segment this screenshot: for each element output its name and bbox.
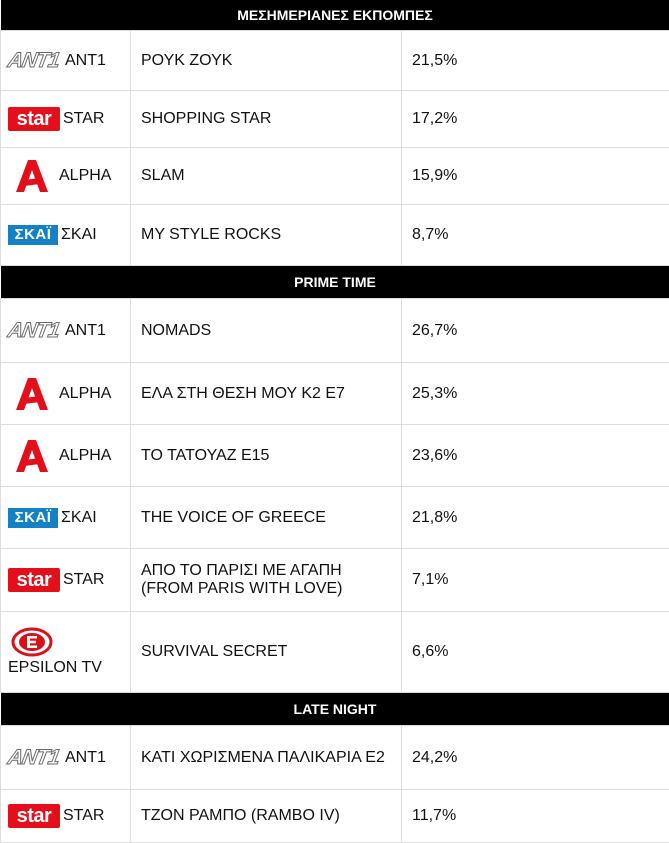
share-value: 21,8% [402,487,669,549]
channel-cell: ALPHA [1,425,131,487]
channel-cell: ALPHA [1,363,131,425]
channel-name: ALPHA [59,447,111,465]
program-name: ΡΟΥΚ ΖΟΥΚ [131,31,402,91]
channel-name: STAR [63,807,104,825]
channel-name: ALPHA [59,167,111,185]
channel-name: STAR [63,110,104,128]
program-name: NOMADS [131,299,402,363]
section-header: LATE NIGHT [1,693,669,726]
program-name: SLAM [131,148,402,205]
channel-name: ΣΚΑΙ [61,226,97,244]
channel-name: ΣΚΑΙ [61,509,97,527]
share-value: 26,7% [402,299,669,363]
section-title: PRIME TIME [1,266,669,299]
program-name: ΤΟ ΤΑΤΟΥΑΖ Ε15 [131,425,402,487]
channel-name: ALPHA [59,385,111,403]
star-logo: star [8,804,60,828]
section-title: ΜΕΣΗΜΕΡΙΑΝΕΣ ΕΚΠΟΜΠΕΣ [1,0,669,31]
star-logo: star [8,568,60,592]
share-value: 24,2% [402,726,669,790]
share-value: 8,7% [402,205,669,266]
share-value: 15,9% [402,148,669,205]
share-value: 21,5% [402,31,669,91]
program-name: MY STYLE ROCKS [131,205,402,266]
program-name: ΤΖΟΝ ΡΑΜΠΟ (RAMBO IV) [131,790,402,843]
channel-cell: EPSILON TV [1,612,131,693]
channel-name: ANT1 [65,322,106,340]
share-value: 17,2% [402,91,669,148]
alpha-logo [8,438,56,474]
program-name: ΚΑΤΙ ΧΩΡΙΣΜΕΝΑ ΠΑΛΙΚΑΡΙΑ Ε2 [131,726,402,790]
section-header: ΜΕΣΗΜΕΡΙΑΝΕΣ ΕΚΠΟΜΠΕΣ [1,0,669,31]
channel-name: STAR [63,571,104,589]
program-name: SHOPPING STAR [131,91,402,148]
program-name: ΑΠΟ ΤΟ ΠΑΡΙΣΙ ΜΕ ΑΓΑΠΗ (FROM PARIS WITH … [131,549,402,612]
ant1-logo: ANT1 [6,49,64,73]
alpha-logo [8,158,56,194]
share-value: 23,6% [402,425,669,487]
share-value: 11,7% [402,790,669,843]
epsilon-logo [11,627,53,657]
program-name: THE VOICE OF GREECE [131,487,402,549]
skai-logo: ΣΚΑΪ [8,508,58,528]
skai-logo: ΣΚΑΪ [8,225,58,245]
share-value: 6,6% [402,612,669,693]
ant1-logo: ANT1 [6,319,64,343]
program-name: ΕΛΑ ΣΤΗ ΘΕΣΗ ΜΟΥ Κ2 Ε7 [131,363,402,425]
section-header: PRIME TIME [1,266,669,299]
share-value: 7,1% [402,549,669,612]
section-title: LATE NIGHT [1,693,669,726]
channel-name: EPSILON TV [8,659,102,677]
channel-name: ANT1 [65,52,106,70]
channel-cell: ALPHA [1,148,131,205]
channel-name: ANT1 [65,749,106,767]
alpha-logo [8,376,56,412]
share-value: 25,3% [402,363,669,425]
star-logo: star [8,107,60,131]
ant1-logo: ANT1 [6,746,64,770]
program-name: SURVIVAL SECRET [131,612,402,693]
